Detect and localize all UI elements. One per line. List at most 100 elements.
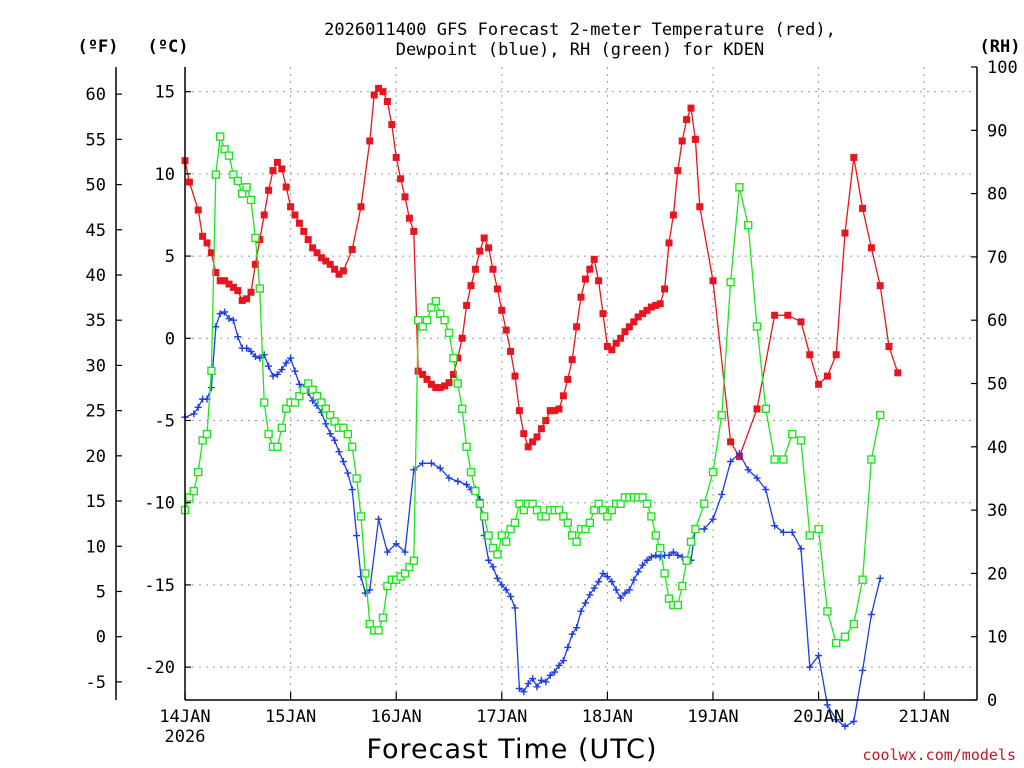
temperature-point <box>617 334 625 342</box>
temperature-point <box>273 158 281 166</box>
rh-point <box>717 410 726 420</box>
temperature-point <box>687 104 695 112</box>
dewpoint-point <box>555 661 563 669</box>
rh-point <box>326 410 335 420</box>
temperature-point <box>370 91 378 99</box>
rh-point <box>440 316 449 325</box>
temperature-point <box>784 311 792 319</box>
dewpoint-point <box>269 372 277 380</box>
temperature-point <box>564 375 572 383</box>
rh-point <box>361 569 370 578</box>
rh-point <box>356 512 366 521</box>
rh-point <box>607 505 616 515</box>
temperature-point <box>278 165 286 173</box>
dewpoint-point <box>502 586 510 594</box>
fahrenheit-tick-label: 40 <box>86 266 106 286</box>
dewpoint-point <box>815 652 823 660</box>
dewpoint-point <box>551 668 559 676</box>
rh-point <box>581 524 590 534</box>
rh-point <box>444 328 454 338</box>
fahrenheit-tick-label: 5 <box>96 582 106 602</box>
unit-label-rh: (RH) <box>980 37 1021 57</box>
rh-point <box>519 505 528 515</box>
dewpoint-point <box>788 528 796 536</box>
dewpoint-point <box>335 448 343 456</box>
temperature-point <box>234 287 242 295</box>
dewpoint-point <box>577 607 585 615</box>
temperature-point <box>269 167 277 175</box>
rh-point <box>779 455 788 464</box>
rh-point <box>647 512 656 521</box>
temperature-point <box>458 334 466 342</box>
dewpoint-point <box>625 586 633 594</box>
dewpoint-point <box>194 403 202 411</box>
temperature-point <box>401 193 409 201</box>
temperature-point <box>625 323 633 331</box>
rh-point <box>744 221 753 230</box>
dewpoint-point <box>608 578 616 586</box>
temperature-point <box>287 203 295 211</box>
rh-point <box>554 505 564 515</box>
fahrenheit-tick-label: 30 <box>86 356 106 376</box>
fahrenheit-tick-label: 45 <box>86 221 106 241</box>
rh-point <box>365 619 374 629</box>
rh-point <box>594 499 603 508</box>
dewpoint-point <box>850 717 858 725</box>
dewpoint-point <box>674 551 682 559</box>
temperature-point <box>894 369 902 377</box>
fahrenheit-tick-label: 50 <box>86 176 106 196</box>
temperature-point <box>291 211 299 219</box>
temperature-point <box>524 443 532 451</box>
temperature-point <box>436 384 444 392</box>
rh-point <box>462 442 471 451</box>
temperature-point <box>379 88 387 96</box>
rh-point <box>484 531 493 540</box>
rh-point <box>691 524 700 534</box>
dewpoint-point <box>234 333 242 341</box>
dewpoint-point <box>520 688 528 696</box>
rh-point <box>770 455 779 464</box>
chart-title-line-2: Dewpoint (blue), RH (green) for KDEN <box>396 40 764 60</box>
rh-tick-label: 20 <box>987 564 1007 584</box>
dewpoint-point <box>700 525 708 533</box>
rh-point <box>805 531 814 540</box>
rh-point <box>603 512 612 521</box>
series-line-rh <box>184 136 881 645</box>
unit-label-celsius: (ºC) <box>148 37 189 57</box>
dewpoint-point <box>190 410 198 418</box>
rh-point <box>449 353 458 363</box>
rh-point <box>660 569 669 578</box>
rh-point <box>466 467 476 477</box>
temperature-point <box>410 227 418 235</box>
rh-point <box>858 575 867 584</box>
temperature-point <box>683 116 691 124</box>
fahrenheit-tick-label: 35 <box>86 311 106 331</box>
rh-point <box>295 391 304 401</box>
dewpoint-point <box>599 569 607 577</box>
temperature-point <box>727 438 735 446</box>
temperature-point <box>476 247 484 255</box>
temperature-point <box>603 343 611 351</box>
dewpoint-point <box>806 663 814 671</box>
rh-tick-label: 90 <box>987 121 1007 141</box>
dewpoint-point <box>542 678 550 686</box>
temperature-point <box>581 275 589 283</box>
temperature-point <box>595 277 603 285</box>
temperature-point <box>265 186 273 194</box>
temperature-point <box>612 339 620 347</box>
dewpoint-point <box>753 474 761 482</box>
x-tick-label: 19JAN <box>687 707 738 727</box>
temperature-point <box>621 328 629 336</box>
temperature-point <box>652 301 660 309</box>
rh-tick-label: 60 <box>987 311 1007 331</box>
rh-point <box>202 429 212 439</box>
temperature-point <box>630 318 638 326</box>
temperature-point <box>850 153 858 161</box>
celsius-tick-label: 15 <box>155 83 175 103</box>
temperature-point <box>493 285 501 293</box>
dewpoint-point <box>375 515 383 523</box>
series-line-dewpoint <box>184 311 881 728</box>
temperature-point <box>832 351 840 359</box>
rh-point <box>488 543 498 553</box>
dewpoint-point <box>392 540 400 548</box>
